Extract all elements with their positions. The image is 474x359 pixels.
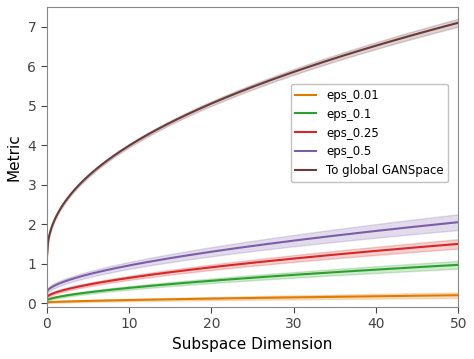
eps_0.1 [44, 298, 50, 303]
eps_0.25 [296, 256, 301, 260]
eps_0.5 [296, 238, 301, 242]
eps_0.01 [288, 295, 293, 299]
eps_0.01 [456, 293, 461, 297]
Line: eps_0.1: eps_0.1 [47, 265, 458, 300]
eps_0.01 [289, 295, 295, 299]
eps_0.5 [46, 288, 51, 292]
eps_0.25 [44, 295, 50, 299]
eps_0.25 [456, 242, 461, 246]
eps_0.25 [417, 245, 423, 249]
Line: eps_0.5: eps_0.5 [47, 222, 458, 292]
eps_0.1 [456, 263, 461, 267]
eps_0.5 [289, 239, 295, 243]
eps_0.25 [391, 247, 396, 252]
Legend: eps_0.01, eps_0.1, eps_0.25, eps_0.5, To global GANSpace: eps_0.01, eps_0.1, eps_0.25, eps_0.5, To… [291, 84, 448, 182]
eps_0.25 [288, 257, 293, 261]
eps_0.1 [296, 272, 301, 277]
eps_0.1 [46, 297, 51, 302]
Line: eps_0.01: eps_0.01 [47, 295, 458, 302]
eps_0.1 [391, 266, 396, 271]
Line: To global GANSpace: To global GANSpace [47, 23, 458, 258]
eps_0.1 [417, 265, 423, 269]
eps_0.25 [46, 294, 51, 298]
To global GANSpace [391, 38, 396, 43]
Line: eps_0.25: eps_0.25 [47, 244, 458, 297]
To global GANSpace [44, 256, 50, 260]
eps_0.01 [296, 295, 301, 299]
To global GANSpace [46, 238, 51, 243]
eps_0.25 [289, 257, 295, 261]
eps_0.1 [288, 273, 293, 277]
eps_0.5 [456, 220, 461, 224]
Y-axis label: Metric: Metric [7, 133, 22, 181]
eps_0.5 [417, 224, 423, 228]
eps_0.5 [288, 239, 293, 243]
X-axis label: Subspace Dimension: Subspace Dimension [173, 337, 333, 352]
To global GANSpace [288, 71, 293, 75]
eps_0.01 [391, 294, 396, 298]
To global GANSpace [289, 70, 295, 75]
eps_0.01 [46, 300, 51, 304]
eps_0.1 [289, 273, 295, 277]
eps_0.5 [391, 227, 396, 231]
To global GANSpace [417, 31, 423, 35]
eps_0.01 [417, 294, 423, 298]
eps_0.5 [44, 290, 50, 294]
To global GANSpace [456, 20, 461, 25]
eps_0.01 [44, 300, 50, 304]
To global GANSpace [296, 68, 301, 73]
